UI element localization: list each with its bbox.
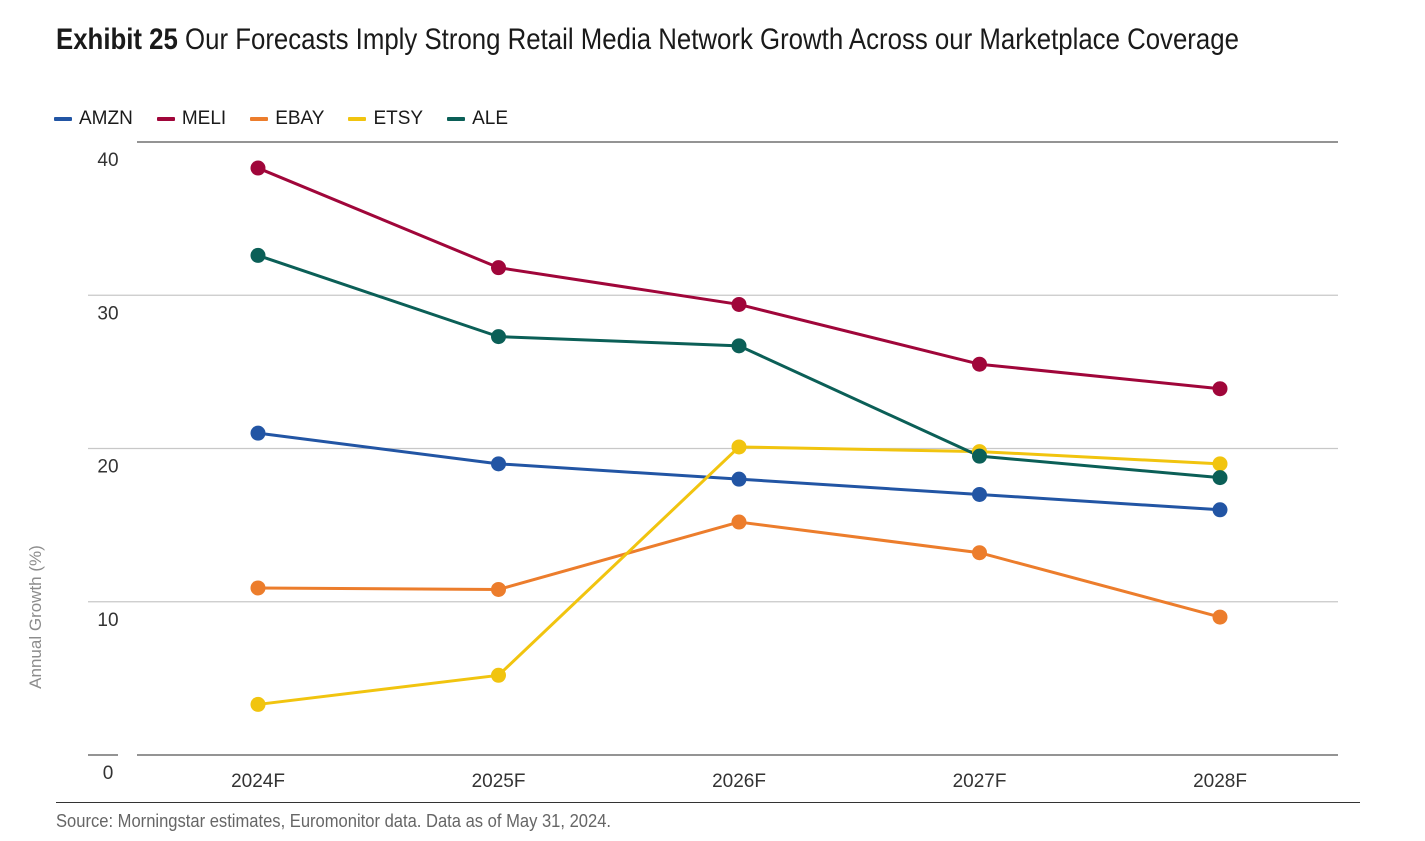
data-point-etsy-2028f (1212, 456, 1228, 472)
data-point-amzn-2027f (972, 486, 987, 502)
x-tick-label: 2027F (953, 771, 1007, 792)
data-point-amzn-2025f (491, 456, 506, 472)
data-point-ebay-2028f (1212, 609, 1228, 625)
legend-label-meli: MELI (181, 108, 227, 129)
legend-item-ale: ALE (447, 108, 508, 130)
legend-swatch-ebay (250, 117, 269, 121)
y-tick-label: 20 (97, 457, 118, 478)
data-point-etsy-2026f (731, 439, 747, 455)
series-line-meli (257, 166, 1221, 391)
legend-item-ebay: EBAY (250, 108, 324, 130)
data-point-ebay-2024f (250, 580, 266, 596)
chart-title: Exhibit 25 Our Forecasts Imply Strong Re… (56, 20, 1239, 60)
y-tick-label: 40 (97, 150, 118, 171)
data-point-meli-2027f (972, 356, 987, 372)
data-point-ale-2027f (972, 448, 987, 464)
footer-divider (56, 802, 1360, 803)
x-tick-label: 2024F (231, 771, 285, 792)
data-point-amzn-2024f (250, 425, 266, 441)
data-point-ale-2028f (1212, 470, 1228, 486)
data-point-meli-2024f (250, 160, 266, 176)
legend-item-meli: MELI (156, 108, 227, 130)
data-point-etsy-2025f (491, 667, 506, 683)
exhibit-label: Exhibit 25 (56, 23, 178, 56)
y-tick-label: 30 (97, 303, 118, 324)
x-tick-label: 2028F (1193, 771, 1247, 792)
x-tick-label: 2025F (472, 771, 526, 792)
y-tick-label: 10 (97, 610, 118, 631)
y-axis-label: Annual Growth (%) (26, 545, 45, 689)
legend-label-etsy: ETSY (373, 108, 424, 129)
legend-swatch-ale (447, 117, 466, 121)
legend: AMZN MELI EBAY ETSY ALE (54, 108, 532, 130)
title-text: Our Forecasts Imply Strong Retail Media … (185, 23, 1239, 56)
data-point-ebay-2025f (491, 581, 506, 597)
legend-label-amzn: AMZN (79, 108, 133, 129)
data-point-amzn-2028f (1212, 502, 1228, 518)
legend-label-ale: ALE (472, 108, 509, 129)
legend-label-ebay: EBAY (275, 108, 325, 129)
data-point-meli-2028f (1212, 381, 1228, 397)
legend-item-amzn: AMZN (54, 108, 133, 130)
legend-item-etsy: ETSY (348, 108, 423, 130)
y-tick-label: 0 (103, 763, 114, 784)
legend-swatch-amzn (54, 117, 72, 121)
legend-swatch-meli (156, 117, 175, 121)
data-point-amzn-2026f (731, 471, 747, 487)
data-point-ale-2025f (491, 329, 506, 345)
legend-swatch-etsy (348, 117, 367, 121)
data-point-etsy-2024f (250, 696, 266, 712)
data-point-meli-2026f (731, 296, 747, 312)
data-point-ale-2024f (250, 247, 266, 263)
series-line-ebay (257, 520, 1221, 619)
x-tick-label: 2026F (712, 771, 766, 792)
data-point-ebay-2027f (972, 545, 987, 561)
data-point-meli-2025f (491, 260, 506, 276)
data-point-ale-2026f (731, 338, 747, 354)
source-note: Source: Morningstar estimates, Euromonit… (56, 811, 612, 831)
data-point-ebay-2026f (731, 514, 747, 530)
